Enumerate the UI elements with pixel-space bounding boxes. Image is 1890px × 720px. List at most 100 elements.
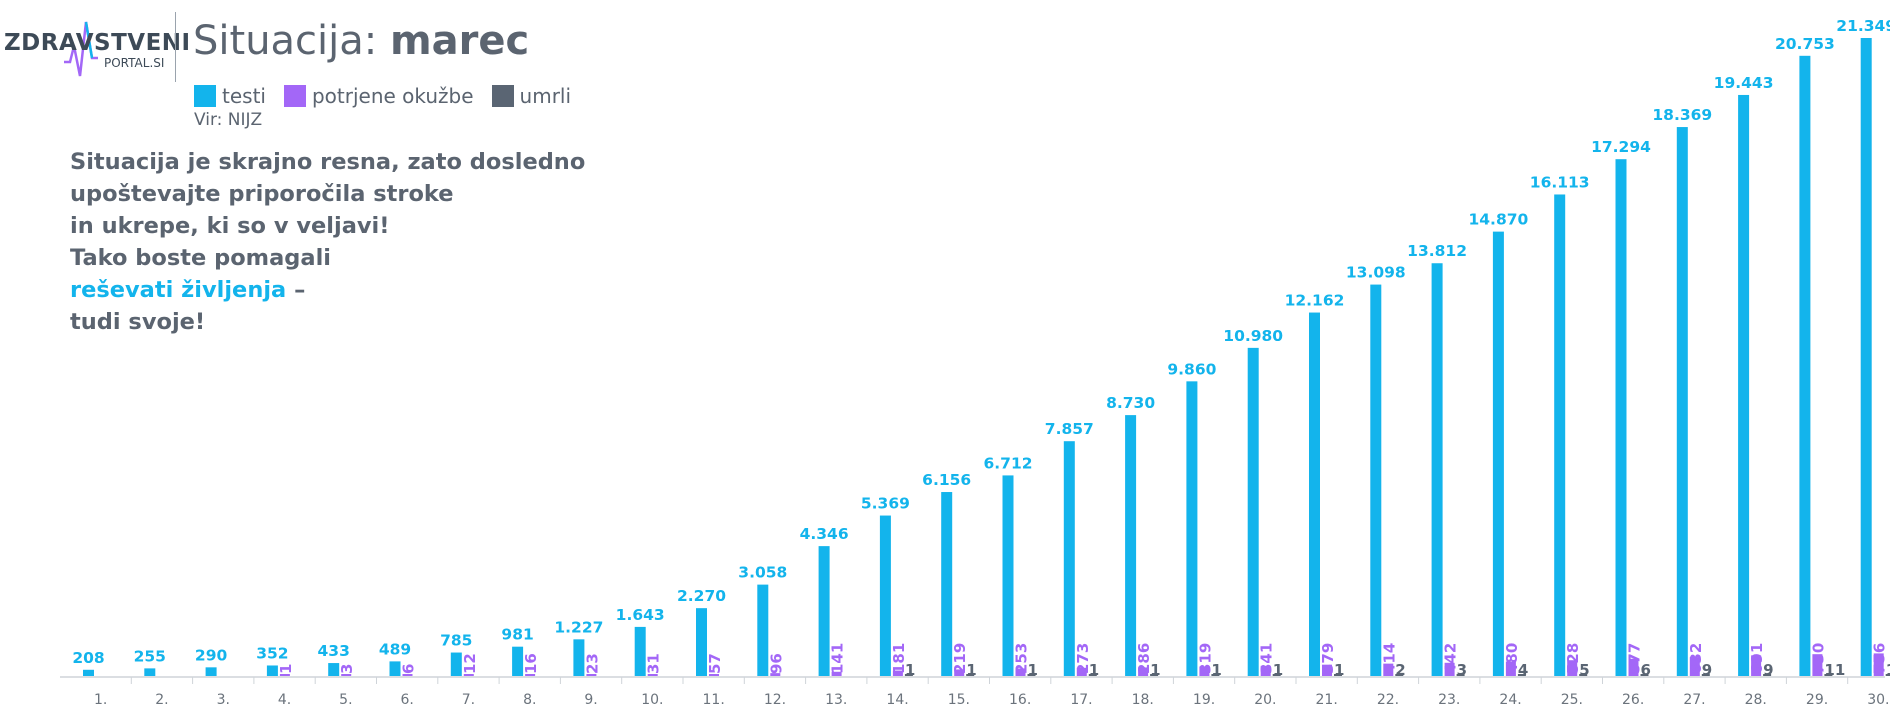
label-okuzbe-18: 286 bbox=[1135, 643, 1153, 674]
bar-umrli-18 bbox=[1150, 674, 1159, 676]
bar-okuzbe-8 bbox=[525, 674, 536, 676]
x-tick-label-21: 21. bbox=[1316, 692, 1338, 708]
x-tick-label-22: 22. bbox=[1377, 692, 1399, 708]
x-tick-label-1: 1. bbox=[94, 692, 107, 708]
label-okuzbe-9: 23 bbox=[583, 653, 601, 674]
x-tick-label-18: 18. bbox=[1132, 692, 1154, 708]
label-okuzbe-4: 1 bbox=[277, 664, 295, 674]
x-tick-label-15: 15. bbox=[948, 692, 970, 708]
bar-umrli-30 bbox=[1885, 674, 1890, 676]
label-umrli-23: 3 bbox=[1457, 661, 1467, 679]
label-okuzbe-5: 3 bbox=[338, 664, 356, 674]
bar-testi-22 bbox=[1370, 284, 1382, 676]
label-okuzbe-6: 6 bbox=[400, 664, 418, 674]
x-tick-label-20: 20. bbox=[1254, 692, 1276, 708]
bar-testi-11 bbox=[696, 608, 707, 676]
label-okuzbe-14: 181 bbox=[890, 643, 908, 674]
label-testi-28: 19.443 bbox=[1714, 74, 1774, 92]
label-testi-4: 352 bbox=[256, 644, 288, 662]
bar-testi-28 bbox=[1738, 94, 1750, 677]
message-line-3: in ukrepe, ki so v veljavi! bbox=[70, 213, 390, 239]
legend: testi potrjene okužbe umrli bbox=[194, 84, 571, 108]
bar-testi-30 bbox=[1860, 38, 1872, 676]
bar-okuzbe-25 bbox=[1567, 660, 1578, 676]
x-tick-label-14: 14. bbox=[886, 692, 908, 708]
label-umrli-21: 1 bbox=[1334, 661, 1344, 679]
bar-okuzbe-23 bbox=[1444, 662, 1455, 676]
bar-okuzbe-15 bbox=[954, 669, 965, 676]
legend-swatch-umrli bbox=[491, 85, 514, 107]
label-testi-7: 785 bbox=[440, 632, 472, 650]
label-testi-29: 20.753 bbox=[1775, 35, 1835, 53]
bar-umrli-16 bbox=[1027, 674, 1036, 676]
logo-divider bbox=[175, 12, 176, 82]
x-tick-label-9: 9. bbox=[584, 692, 597, 708]
bar-okuzbe-9 bbox=[586, 674, 597, 676]
x-tick-label-16: 16. bbox=[1009, 692, 1031, 708]
logo-text: ZDRAVSTVENI bbox=[4, 30, 191, 56]
label-okuzbe-28: 691 bbox=[1748, 643, 1766, 674]
label-umrli-14: 1 bbox=[905, 661, 915, 679]
source-note: Vir: NIJZ bbox=[194, 110, 263, 130]
label-umrli-22: 2 bbox=[1395, 661, 1405, 679]
label-okuzbe-23: 442 bbox=[1442, 643, 1460, 674]
bar-umrli-25 bbox=[1579, 674, 1588, 676]
label-umrli-26: 6 bbox=[1641, 661, 1651, 679]
bar-umrli-20 bbox=[1272, 674, 1281, 676]
bar-testi-8 bbox=[512, 646, 524, 676]
bar-testi-23 bbox=[1431, 263, 1443, 676]
label-testi-3: 290 bbox=[195, 646, 228, 664]
label-umrli-25: 5 bbox=[1579, 661, 1589, 679]
label-okuzbe-17: 273 bbox=[1074, 643, 1092, 674]
message-line-6: tudi svoje! bbox=[70, 309, 206, 335]
bar-umrli-22 bbox=[1395, 674, 1404, 676]
bar-umrli-24 bbox=[1517, 674, 1526, 676]
label-okuzbe-15: 219 bbox=[951, 643, 969, 674]
bar-okuzbe-20 bbox=[1260, 665, 1271, 676]
testi-series: 208 255 290 352 433 489 785 981 1.2271.6432.2703… bbox=[72, 17, 1890, 677]
bar-umrli-21 bbox=[1334, 674, 1342, 676]
bar-testi-27 bbox=[1676, 127, 1688, 676]
legend-item-umrli: umrli bbox=[491, 84, 571, 108]
bar-okuzbe-22 bbox=[1383, 663, 1394, 676]
bar-testi-29 bbox=[1799, 55, 1811, 677]
bar-okuzbe-10 bbox=[647, 674, 658, 676]
bar-testi-12 bbox=[757, 584, 769, 676]
x-tick-label-12: 12. bbox=[764, 692, 786, 708]
bar-testi-24 bbox=[1492, 231, 1504, 676]
message-line-4: Tako boste pomagali bbox=[70, 245, 331, 271]
x-tick-label-19: 19. bbox=[1193, 692, 1215, 708]
title-month: marec bbox=[389, 18, 530, 64]
label-umrli-28: 9 bbox=[1763, 661, 1773, 679]
x-tick-label-8: 8. bbox=[523, 692, 536, 708]
legend-label-testi: testi bbox=[222, 84, 266, 108]
bar-okuzbe-24 bbox=[1505, 661, 1516, 676]
x-tick-label-28: 28. bbox=[1745, 692, 1767, 708]
message-line-5: reševati življenja – bbox=[70, 274, 585, 306]
label-umrli-24: 4 bbox=[1518, 661, 1528, 679]
label-testi-17: 7.857 bbox=[1045, 420, 1094, 438]
label-testi-18: 8.730 bbox=[1106, 394, 1155, 412]
bar-testi-7 bbox=[450, 652, 462, 676]
x-tick-label-5: 5. bbox=[339, 692, 352, 708]
label-okuzbe-12: 96 bbox=[767, 653, 785, 674]
bar-okuzbe-6 bbox=[402, 674, 413, 676]
bar-umrli-15 bbox=[966, 674, 975, 676]
bar-testi-3 bbox=[205, 667, 217, 676]
label-testi-16: 6.712 bbox=[983, 454, 1032, 472]
bar-okuzbe-13 bbox=[831, 671, 842, 676]
title-prefix: Situacija: bbox=[193, 18, 390, 64]
label-testi-30: 21.349 bbox=[1836, 17, 1890, 35]
bar-okuzbe-18 bbox=[1138, 667, 1149, 676]
bar-okuzbe-7 bbox=[463, 674, 474, 676]
label-testi-26: 17.294 bbox=[1591, 138, 1651, 156]
bar-testi-18 bbox=[1125, 415, 1137, 676]
bar-okuzbe-17 bbox=[1076, 667, 1087, 676]
label-okuzbe-11: 57 bbox=[706, 653, 724, 674]
label-testi-13: 4.346 bbox=[800, 525, 849, 543]
x-tick-label-23: 23. bbox=[1438, 692, 1460, 708]
label-okuzbe-10: 31 bbox=[645, 653, 663, 674]
bar-testi-13 bbox=[818, 546, 830, 676]
bar-umrli-29 bbox=[1824, 674, 1833, 676]
